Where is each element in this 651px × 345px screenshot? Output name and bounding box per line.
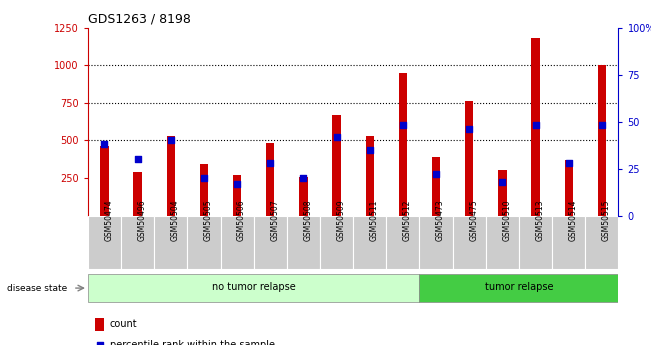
Point	[298, 175, 309, 181]
Bar	[154, 216, 187, 269]
Text: GSM50515: GSM50515	[602, 199, 611, 241]
Point	[464, 126, 475, 132]
Bar	[353, 216, 386, 269]
Bar	[598, 65, 606, 216]
Text: disease state: disease state	[7, 284, 67, 293]
Bar	[133, 172, 142, 216]
Text: GSM50512: GSM50512	[403, 199, 412, 240]
Bar	[167, 136, 175, 216]
Bar	[465, 101, 473, 216]
Point	[132, 156, 143, 162]
Bar	[88, 216, 121, 269]
Text: GSM50505: GSM50505	[204, 199, 213, 241]
Bar	[233, 175, 242, 216]
Bar	[531, 38, 540, 216]
Point	[398, 122, 408, 128]
Text: tumor relapse: tumor relapse	[485, 283, 553, 293]
Bar	[320, 216, 353, 269]
Text: GSM50496: GSM50496	[137, 199, 146, 241]
Bar	[187, 216, 221, 269]
Bar	[486, 216, 519, 269]
Bar	[254, 216, 287, 269]
Text: GSM50511: GSM50511	[370, 199, 379, 240]
Bar	[585, 216, 618, 269]
Bar	[564, 160, 573, 216]
Bar	[419, 274, 618, 302]
Text: GSM50506: GSM50506	[237, 199, 246, 241]
Text: GSM50475: GSM50475	[469, 199, 478, 241]
Point	[431, 171, 441, 177]
Point	[199, 175, 209, 181]
Point	[564, 160, 574, 166]
Text: GSM50507: GSM50507	[270, 199, 279, 241]
Text: GSM50473: GSM50473	[436, 199, 445, 241]
Bar	[386, 216, 419, 269]
Point	[331, 134, 342, 139]
Point	[365, 147, 375, 152]
Text: percentile rank within the sample: percentile rank within the sample	[109, 341, 275, 345]
Bar	[266, 144, 275, 216]
Bar	[552, 216, 585, 269]
Bar	[519, 216, 552, 269]
Bar	[366, 136, 374, 216]
Bar	[88, 274, 419, 302]
Point	[531, 122, 541, 128]
Bar	[432, 157, 440, 216]
Text: GSM50509: GSM50509	[337, 199, 346, 241]
Text: GSM50510: GSM50510	[503, 199, 512, 241]
Text: count: count	[109, 319, 137, 329]
Text: no tumor relapse: no tumor relapse	[212, 283, 296, 293]
Point	[165, 138, 176, 143]
Bar	[333, 115, 340, 216]
Point	[597, 122, 607, 128]
Bar	[200, 165, 208, 216]
Text: GSM50474: GSM50474	[104, 199, 113, 241]
Text: GSM50504: GSM50504	[171, 199, 180, 241]
Bar	[498, 170, 506, 216]
Bar	[419, 216, 452, 269]
Text: GSM50514: GSM50514	[569, 199, 577, 241]
Text: GSM50513: GSM50513	[536, 199, 544, 241]
Bar	[100, 146, 109, 216]
Text: GSM50508: GSM50508	[303, 199, 312, 241]
Bar	[287, 216, 320, 269]
Bar	[399, 73, 407, 216]
Text: GDS1263 / 8198: GDS1263 / 8198	[88, 12, 191, 25]
Bar	[452, 216, 486, 269]
Bar	[121, 216, 154, 269]
Point	[232, 181, 242, 186]
Bar	[95, 318, 104, 331]
Bar	[299, 177, 307, 216]
Bar	[221, 216, 254, 269]
Point	[265, 160, 275, 166]
Point	[94, 343, 105, 345]
Point	[99, 141, 109, 147]
Point	[497, 179, 508, 185]
